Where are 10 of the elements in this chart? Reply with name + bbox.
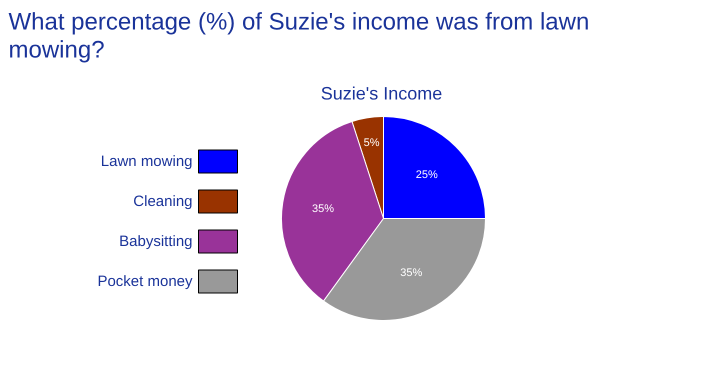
legend-label: Lawn mowing (100, 153, 193, 170)
legend-label: Cleaning (133, 193, 193, 210)
legend-label: Pocket money (97, 273, 193, 290)
legend-label: Babysitting (119, 233, 192, 250)
data-label: 35% (312, 202, 334, 215)
data-label: 35% (400, 267, 423, 280)
chart-subtitle: Suzie's Income (320, 84, 442, 104)
chart-title: What percentage (%) of Suzie's income was from lawn mowing? (8, 8, 590, 64)
data-label: 25% (416, 169, 438, 182)
data-label: 5% (364, 136, 380, 149)
